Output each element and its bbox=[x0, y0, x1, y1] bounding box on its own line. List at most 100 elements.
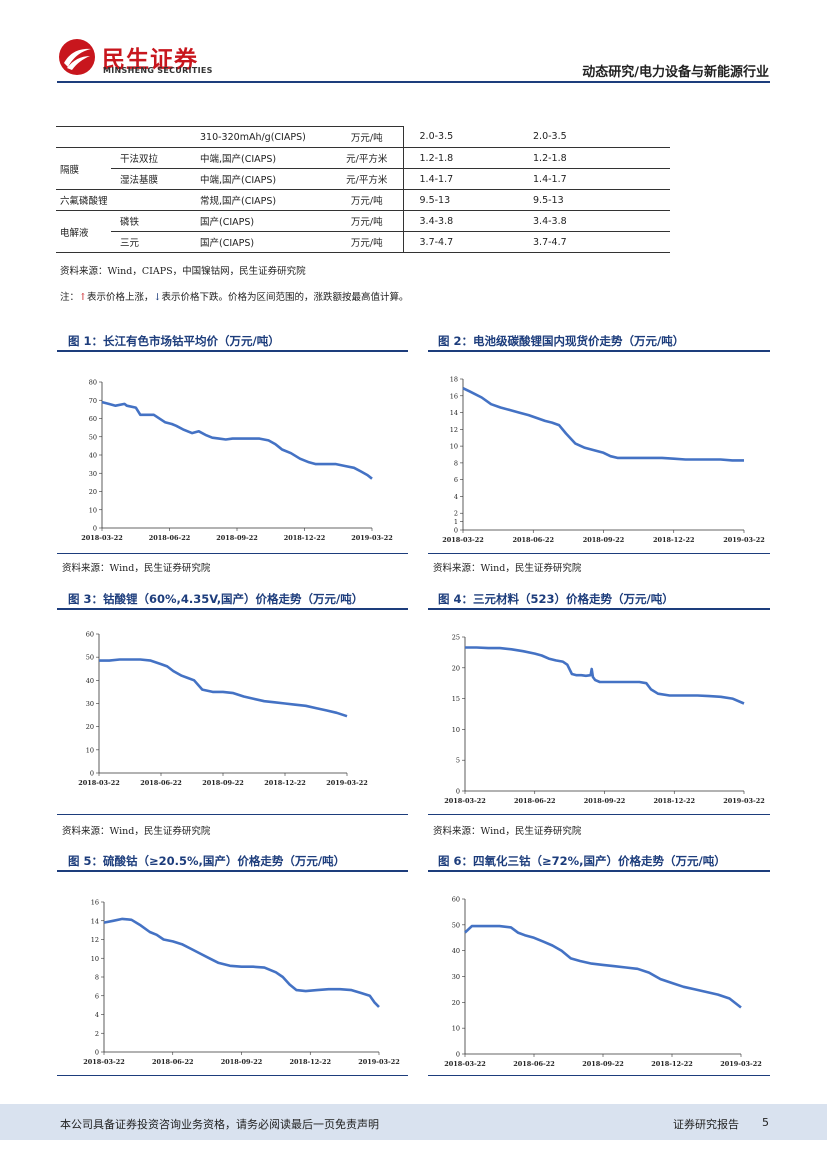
x-tick-label: 2018-09-22 bbox=[221, 1058, 263, 1066]
y-tick-label: 60 bbox=[86, 631, 94, 639]
logo-text-cn: 民生证券 bbox=[102, 47, 198, 73]
table-row: 电解液 磷铁 国产(CIAPS) 万元/吨 3.4-3.8 3.4-3.8 bbox=[56, 210, 670, 253]
x-tick-label: 2018-12-22 bbox=[651, 1060, 693, 1068]
table-cell-category bbox=[56, 126, 111, 148]
table-row: 三元 国产(CIAPS) 万元/吨 3.7-4.7 3.7-4.7 bbox=[56, 231, 670, 253]
table-cell-price-2: 9.5-13 bbox=[517, 189, 670, 211]
table-cell-unit: 万元/吨 bbox=[331, 231, 404, 253]
table-cell-subcategory: 干法双拉 bbox=[111, 147, 196, 169]
x-tick-label: 2018-03-22 bbox=[83, 1058, 125, 1066]
y-tick-label: 6 bbox=[95, 992, 99, 1000]
table-cell-price-2: 3.4-3.8 bbox=[517, 210, 670, 232]
x-tick-label: 2019-03-22 bbox=[723, 797, 765, 805]
x-tick-label: 2018-03-22 bbox=[78, 779, 120, 787]
figure-4-rule bbox=[428, 608, 770, 610]
table-cell-unit: 万元/吨 bbox=[331, 126, 404, 148]
x-tick-label: 2018-12-22 bbox=[653, 536, 695, 544]
table-note: 注：↑表示价格上涨，↓表示价格下跌。价格为区间范围的，涨跌额按最高值计算。 bbox=[60, 289, 408, 303]
figure-2-bottom-rule bbox=[428, 553, 770, 554]
figure-3-title: 图 3：钴酸锂（60%,4.35V,国产）价格走势（万元/吨） bbox=[68, 592, 364, 606]
price-table: 310-320mAh/g(CIAPS) 万元/吨 2.0-3.5 2.0-3.5… bbox=[56, 126, 670, 253]
y-tick-label: 50 bbox=[86, 654, 94, 662]
x-tick-label: 2018-03-22 bbox=[444, 797, 486, 805]
x-tick-label: 2018-06-22 bbox=[514, 797, 556, 805]
x-tick-label: 2019-03-22 bbox=[358, 1058, 400, 1066]
figure-2-rule bbox=[428, 350, 770, 352]
x-tick-label: 2018-06-22 bbox=[512, 536, 554, 544]
series-line bbox=[101, 400, 373, 480]
figure-3-rule bbox=[57, 608, 408, 610]
table-cell-subcategory: 湿法基膜 bbox=[111, 168, 196, 190]
x-tick-label: 2018-06-22 bbox=[513, 1060, 555, 1068]
x-tick-label: 2018-03-22 bbox=[444, 1060, 486, 1068]
figure-4-bottom-rule bbox=[428, 814, 770, 815]
table-cell-subcategory bbox=[111, 126, 196, 148]
figure-4-source: 资料来源：Wind，民生证券研究院 bbox=[433, 826, 582, 837]
figure-2-title: 图 2：电池级碳酸锂国内现货价走势（万元/吨） bbox=[438, 334, 685, 348]
figure-4-chart: 0 5 10 15 20 25 2018-03-22 2018-06-22 2018-09-22… bbox=[444, 634, 765, 806]
figure-4-title: 图 4：三元材料（523）价格走势（万元/吨） bbox=[438, 592, 674, 606]
figure-1-chart: 0 10 20 30 40 50 60 70 80 2018-03-22 2018-06-22 201… bbox=[81, 379, 393, 543]
y-tick-label: 14 bbox=[450, 409, 458, 417]
table-cell-spec: 310-320mAh/g(CIAPS) bbox=[196, 126, 331, 148]
figure-3-chart: 0 10 20 30 40 50 60 2018-03-22 2018-06-22 2018-09… bbox=[78, 631, 368, 788]
figure-2-source: 资料来源：Wind，民生证券研究院 bbox=[433, 563, 582, 574]
figure-1-title: 图 1：长江有色市场钴平均价（万元/吨） bbox=[68, 334, 280, 348]
table-cell-price-1: 3.4-3.8 bbox=[403, 210, 517, 232]
note-suffix: 表示价格下跌。价格为区间范围的，涨跌额按最高值计算。 bbox=[161, 292, 409, 303]
x-tick-label: 2018-09-22 bbox=[583, 536, 625, 544]
y-tick-label: 0 bbox=[456, 788, 460, 796]
table-cell-price-2: 1.2-1.8 bbox=[517, 147, 670, 169]
x-tick-label: 2018-12-22 bbox=[264, 779, 306, 787]
y-tick-label: 40 bbox=[86, 677, 94, 685]
y-tick-label: 0 bbox=[456, 1051, 460, 1059]
y-tick-label: 10 bbox=[452, 726, 460, 734]
table-cell-unit: 万元/吨 bbox=[331, 189, 404, 211]
x-tick-label: 2019-03-22 bbox=[326, 779, 368, 787]
y-tick-label: 15 bbox=[452, 695, 460, 703]
y-tick-label: 16 bbox=[450, 392, 458, 400]
y-tick-label: 80 bbox=[89, 379, 97, 387]
table-cell-price-2: 3.7-4.7 bbox=[517, 231, 670, 253]
x-tick-label: 2018-06-22 bbox=[149, 534, 191, 542]
y-tick-label: 12 bbox=[450, 426, 458, 434]
x-tick-label: 2019-03-22 bbox=[720, 1060, 762, 1068]
figure-5-chart: 0 2 4 6 8 10 12 14 16 2018-03-22 2018-06-22 2018-09… bbox=[83, 899, 400, 1067]
logo-text-en: MINSHENG SECURITIES bbox=[103, 66, 213, 75]
y-tick-label: 40 bbox=[452, 947, 460, 955]
y-tick-label: 50 bbox=[89, 433, 97, 441]
y-tick-label: 30 bbox=[86, 700, 94, 708]
table-source: 资料来源：Wind，CIAPS，中国镍钴网，民生证券研究院 bbox=[60, 266, 306, 277]
x-tick-label: 2019-03-22 bbox=[723, 536, 765, 544]
y-tick-label: 14 bbox=[91, 917, 99, 925]
table-cell-spec: 国产(CIAPS) bbox=[196, 231, 331, 253]
y-tick-label: 6 bbox=[454, 476, 458, 484]
table-cell-category: 隔膜 bbox=[56, 147, 111, 190]
y-tick-label: 20 bbox=[452, 664, 460, 672]
table-cell-unit: 万元/吨 bbox=[331, 210, 404, 232]
x-tick-label: 2018-12-22 bbox=[289, 1058, 331, 1066]
y-tick-label: 4 bbox=[95, 1011, 99, 1019]
y-tick-label: 10 bbox=[450, 443, 458, 451]
y-tick-label: 0 bbox=[90, 770, 94, 778]
y-tick-label: 20 bbox=[86, 723, 94, 731]
header-divider bbox=[57, 81, 770, 83]
y-tick-label: 12 bbox=[91, 936, 99, 944]
y-tick-label: 1 bbox=[454, 518, 458, 526]
x-tick-label: 2018-06-22 bbox=[140, 779, 182, 787]
x-tick-label: 2018-09-22 bbox=[216, 534, 258, 542]
y-tick-label: 10 bbox=[86, 746, 94, 754]
figure-1-source: 资料来源：Wind，民生证券研究院 bbox=[62, 563, 211, 574]
table-cell-category: 电解液 bbox=[56, 210, 111, 253]
y-tick-label: 10 bbox=[89, 506, 97, 514]
series-line bbox=[462, 387, 744, 462]
x-tick-label: 2018-12-22 bbox=[653, 797, 695, 805]
table-cell-price-1: 1.4-1.7 bbox=[403, 168, 517, 190]
figure-6-title: 图 6：四氧化三钴（≥72%,国产）价格走势（万元/吨） bbox=[438, 854, 726, 868]
x-tick-label: 2018-09-22 bbox=[582, 1060, 624, 1068]
y-tick-label: 60 bbox=[452, 896, 460, 904]
table-cell-price-1: 9.5-13 bbox=[403, 189, 517, 211]
series-line bbox=[465, 646, 745, 705]
x-tick-label: 2019-03-22 bbox=[351, 534, 393, 542]
